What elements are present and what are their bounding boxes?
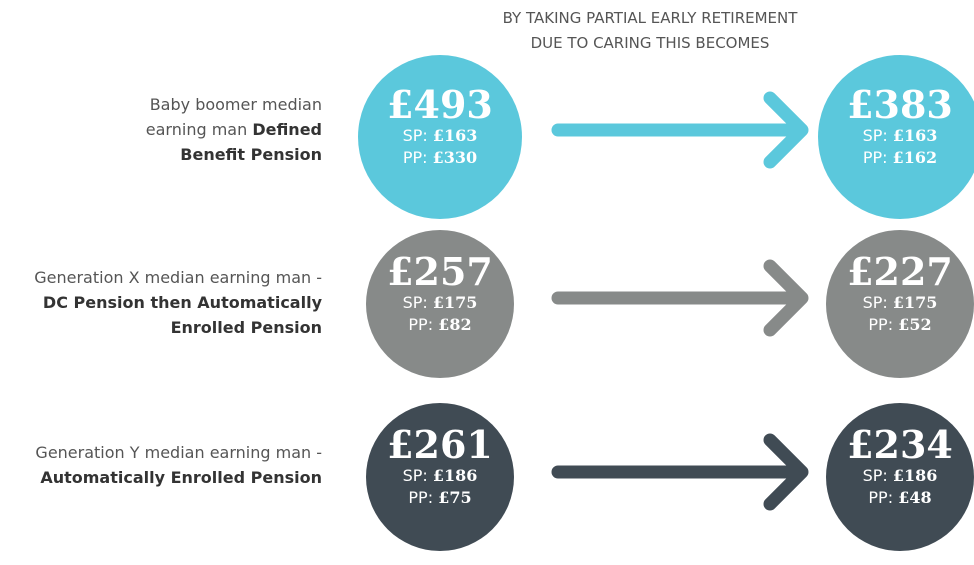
total: £383 [847, 82, 953, 127]
pp-label: PP: [408, 315, 434, 334]
sp-label: SP: [402, 126, 428, 145]
pp-value: £75 [438, 488, 472, 507]
after-circle [826, 403, 974, 551]
pp-label: PP: [862, 148, 888, 167]
sp-value: £175 [892, 293, 938, 312]
before-circle [366, 403, 514, 551]
sp-label: SP: [402, 466, 428, 485]
sp-value: £186 [432, 466, 478, 485]
after-values: £383 SP: £163 PP: £162 [815, 85, 974, 169]
label-bold: Automatically Enrolled Pension [40, 468, 322, 487]
sp-label: SP: [862, 126, 888, 145]
pp-value: £52 [898, 315, 932, 334]
row-label: Generation Y median earning man - Automa… [22, 440, 322, 490]
sp-line: SP: £186 [355, 465, 525, 487]
after-values: £227 SP: £175 PP: £52 [815, 252, 974, 336]
pp-line: PP: £75 [355, 487, 525, 509]
sp-value: £186 [892, 466, 938, 485]
label-bold: Defined Benefit Pension [180, 120, 322, 164]
row-label: Generation X median earning man - DC Pen… [22, 265, 322, 340]
total: £493 [387, 82, 493, 127]
row-1-shapes [358, 55, 974, 219]
pp-value: £162 [892, 148, 938, 167]
row-3-shapes [366, 403, 974, 551]
after-values: £234 SP: £186 PP: £48 [815, 425, 974, 509]
header-line: BY TAKING PARTIAL EARLY RETIREMENT [502, 9, 798, 27]
arrow [551, 91, 809, 169]
total: £257 [387, 249, 493, 294]
sp-label: SP: [862, 466, 888, 485]
sp-line: SP: £186 [815, 465, 974, 487]
row-2-shapes [366, 230, 974, 378]
total: £227 [847, 249, 953, 294]
total: £234 [847, 422, 953, 467]
label-text: Generation X median earning man - [34, 268, 322, 287]
pp-label: PP: [868, 488, 894, 507]
sp-label: SP: [862, 293, 888, 312]
pp-line: PP: £52 [815, 314, 974, 336]
pp-line: PP: £82 [355, 314, 525, 336]
row-label: Baby boomer median earning man Defined B… [122, 92, 322, 167]
before-values: £257 SP: £175 PP: £82 [355, 252, 525, 336]
total: £261 [387, 422, 493, 467]
after-circle [826, 230, 974, 378]
header: BY TAKING PARTIAL EARLY RETIREMENT DUE T… [450, 6, 850, 56]
pp-line: PP: £162 [815, 147, 974, 169]
sp-line: SP: £175 [815, 292, 974, 314]
sp-value: £163 [892, 126, 938, 145]
sp-value: £175 [432, 293, 478, 312]
sp-label: SP: [402, 293, 428, 312]
pp-line: PP: £330 [355, 147, 525, 169]
header-line: DUE TO CARING THIS BECOMES [530, 34, 770, 52]
before-circle [358, 55, 522, 219]
pp-label: PP: [408, 488, 434, 507]
sp-line: SP: £175 [355, 292, 525, 314]
sp-value: £163 [432, 126, 478, 145]
before-values: £493 SP: £163 PP: £330 [355, 85, 525, 169]
pp-value: £330 [432, 148, 478, 167]
before-circle [366, 230, 514, 378]
label-text: Generation Y median earning man - [35, 443, 322, 462]
sp-line: SP: £163 [815, 125, 974, 147]
pp-value: £82 [438, 315, 472, 334]
label-text: Baby boomer median earning man [145, 95, 322, 139]
arrow [551, 433, 809, 511]
before-values: £261 SP: £186 PP: £75 [355, 425, 525, 509]
sp-line: SP: £163 [355, 125, 525, 147]
pp-line: PP: £48 [815, 487, 974, 509]
pp-label: PP: [868, 315, 894, 334]
after-circle [818, 55, 974, 219]
pp-value: £48 [898, 488, 932, 507]
label-bold: DC Pension then Automatically Enrolled P… [42, 293, 322, 337]
pp-label: PP: [402, 148, 428, 167]
arrow [551, 259, 809, 337]
